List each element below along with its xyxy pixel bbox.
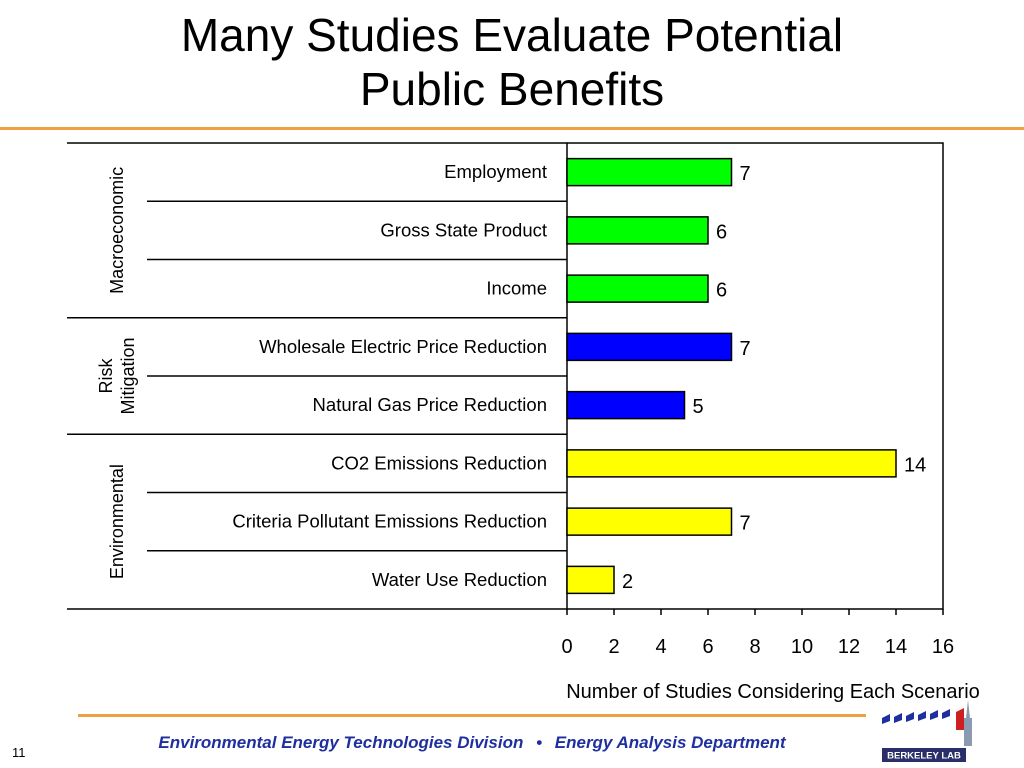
data-label: 7 (740, 513, 751, 535)
x-tick-label: 8 (749, 636, 760, 658)
bar (566, 332, 733, 362)
footer-divider (78, 714, 866, 717)
x-axis-label: Number of Studies Considering Each Scena… (566, 681, 980, 703)
slide-title-line-2: Public Benefits (359, 63, 665, 115)
x-tick-label: 16 (932, 636, 954, 658)
category-label: CO2 Emissions Reduction (331, 452, 547, 473)
group-label-risk_mitigation: Mitigation (118, 337, 138, 414)
footer-division: Environmental Energy Technologies Divisi… (158, 733, 524, 752)
bar-chart: Macroeconomic Risk Mitigation Environmental… (67, 142, 980, 703)
category-label: Income (486, 278, 547, 299)
data-label: 6 (716, 280, 727, 302)
category-label: Wholesale Electric Price Reduction (259, 336, 547, 357)
logo-text: BERKELEY LAB (887, 751, 961, 762)
data-label: 6 (716, 221, 727, 243)
bar (566, 449, 897, 478)
logo-flag-marks (882, 709, 950, 724)
logo-red-mark (956, 708, 964, 730)
bar (566, 390, 686, 420)
category-label: Gross State Product (380, 219, 547, 240)
slide-title: Many Studies Evaluate Potential Public B… (0, 8, 1024, 116)
category-label: Natural Gas Price Reduction (313, 394, 547, 415)
data-label: 5 (693, 396, 704, 418)
bar (566, 507, 733, 536)
footer-department: Energy Analysis Department (554, 733, 786, 752)
group-label-macroeconomic: Macroeconomic (107, 167, 127, 294)
category-label: Employment (444, 161, 547, 182)
x-tick-label: 0 (561, 636, 572, 658)
footer-separator: • (536, 733, 543, 752)
data-label: 14 (904, 454, 926, 476)
data-label: 7 (740, 338, 751, 360)
x-tick-label: 10 (791, 636, 813, 658)
berkeley-lab-logo: BERKELEY LAB (882, 700, 972, 762)
group-label-environmental: Environmental (107, 464, 127, 579)
data-label: 7 (740, 163, 751, 185)
x-tick-label: 6 (702, 636, 713, 658)
slide-title-line-1: Many Studies Evaluate Potential (180, 9, 844, 61)
x-tick-label: 2 (608, 636, 619, 658)
logo-banner (882, 748, 966, 762)
footer-text: Environmental Energy Technologies Divisi… (78, 733, 866, 753)
category-label: Criteria Pollutant Emissions Reduction (232, 511, 547, 532)
bar (566, 216, 709, 245)
title-divider (0, 127, 1024, 130)
bar (566, 565, 615, 595)
x-tick-label: 4 (655, 636, 666, 658)
x-tick-label: 14 (885, 636, 907, 658)
category-label: Water Use Reduction (372, 569, 547, 590)
page-number: 11 (12, 745, 26, 760)
bar (566, 274, 709, 303)
data-label: 2 (622, 571, 633, 593)
plot-frame (566, 142, 944, 610)
group-label-risk_mitigation: Risk (96, 358, 116, 394)
logo-tower (964, 700, 972, 746)
x-tick-label: 12 (838, 636, 860, 658)
bar (566, 157, 733, 187)
